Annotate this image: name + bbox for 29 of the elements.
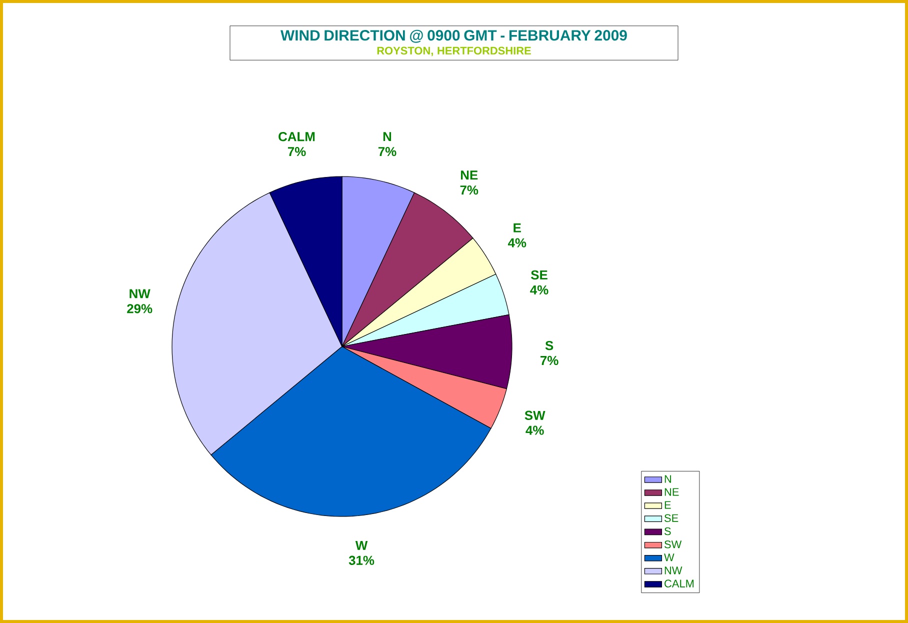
slice-label: NE	[460, 170, 478, 180]
data-label: 7%	[460, 185, 478, 195]
data-label: 7%	[540, 356, 558, 366]
legend-label: SE	[664, 514, 678, 522]
data-label: 29%	[127, 304, 152, 314]
slice-label: S	[545, 340, 554, 350]
slice-label: NW	[130, 289, 150, 298]
data-label: 7%	[288, 147, 306, 156]
legend-label: E	[664, 501, 671, 509]
chart-subtitle: ROYSTON, HERTFORDSHIRE	[377, 46, 531, 56]
data-label: 4%	[526, 426, 544, 435]
legend-label: SW	[664, 540, 682, 548]
slice-label: E	[514, 223, 521, 232]
slice-label: CALM	[278, 132, 315, 142]
slice-label: SW	[524, 410, 546, 420]
data-label: 4%	[530, 285, 548, 294]
legend-label: S	[664, 527, 671, 536]
slice-label: N	[383, 132, 392, 142]
chart-title: WIND DIRECTION @ 0900 GMT - FEBRUARY 2009	[280, 30, 627, 43]
slice-label: SE	[530, 270, 548, 280]
legend-label: NE	[664, 488, 679, 496]
legend-label: CALM	[664, 580, 694, 588]
data-label: 31%	[348, 556, 374, 565]
legend-label: W	[664, 554, 674, 562]
legend-label: NW	[664, 566, 682, 574]
legend-label: N	[664, 475, 672, 483]
data-label: 7%	[378, 146, 396, 156]
data-label: 4%	[508, 238, 526, 248]
slice-label: W	[355, 540, 368, 550]
